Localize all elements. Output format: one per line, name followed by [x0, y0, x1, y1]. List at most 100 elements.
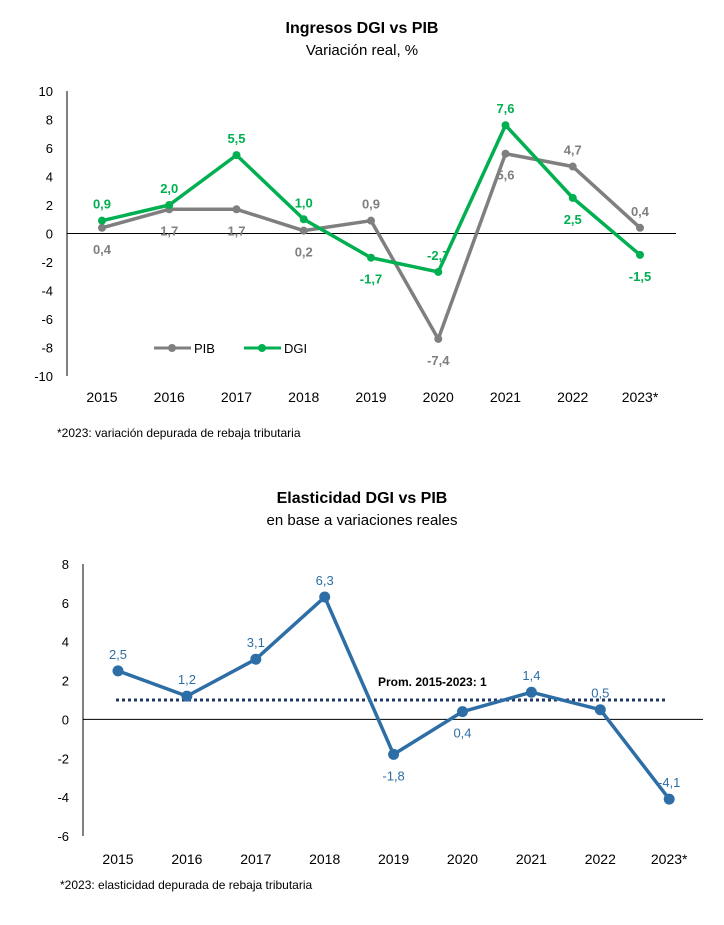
- data-point: [98, 223, 106, 232]
- average-label: Prom. 2015-2023: 1: [378, 675, 487, 689]
- x-tick-label: 2015: [102, 851, 133, 867]
- y-tick-label: -2: [41, 255, 53, 270]
- y-tick-label: -6: [41, 312, 53, 327]
- x-tick-label: 2020: [447, 851, 478, 867]
- data-point: [299, 226, 308, 235]
- y-tick-label: -6: [57, 829, 69, 844]
- data-point: [181, 690, 193, 702]
- chart2-title: Elasticidad DGI vs PIB: [277, 490, 448, 507]
- data-label: 0,9: [93, 197, 111, 212]
- y-tick-label: -8: [41, 341, 53, 356]
- data-point: [367, 253, 375, 262]
- legend-dgi-label: DGI: [284, 341, 307, 356]
- data-point: [319, 591, 331, 603]
- data-label: 2,0: [160, 181, 178, 196]
- data-label: 1,7: [227, 223, 245, 238]
- data-label: 0,9: [362, 197, 380, 212]
- data-point: [568, 193, 577, 202]
- data-point: [568, 162, 577, 171]
- data-label: 0,5: [591, 686, 609, 701]
- data-label: 0,4: [453, 726, 471, 741]
- chart1-plot: 10 8 6 4 2 0 -2 -4 -6 -8 -10 2015 2016 2017 2018 2019 20…: [34, 84, 676, 405]
- data-label: 2,5: [564, 212, 582, 227]
- x-tick-label: 2016: [171, 851, 202, 867]
- y-tick-label: 2: [62, 674, 69, 689]
- data-point: [501, 121, 510, 130]
- data-point: [636, 223, 644, 232]
- x-tick-label: 2017: [240, 851, 271, 867]
- chart1-title: Ingresos DGI vs PIB: [286, 20, 439, 37]
- data-point: [594, 704, 606, 716]
- y-tick-label: 0: [46, 227, 53, 242]
- data-point: [98, 216, 106, 225]
- data-point: [457, 706, 468, 718]
- data-label: 0,2: [295, 245, 313, 260]
- data-label: -1,5: [629, 269, 651, 284]
- data-point: [434, 334, 443, 343]
- chart2-plot: 8 6 4 2 0 -2 -4 -6 2015 2016 2017 2018 2019 2020 2021 2…: [57, 557, 703, 867]
- y-tick-label: 10: [39, 84, 53, 99]
- chart2-note: *2023: elasticidad depurada de rebaja tr…: [60, 878, 313, 892]
- x-tick-label: 2022: [557, 389, 588, 405]
- x-tick-label: 2023*: [622, 389, 659, 405]
- x-tick-label: 2019: [378, 851, 409, 867]
- x-tick-label: 2020: [423, 389, 454, 405]
- x-tick-label: 2017: [221, 389, 252, 405]
- legend-dgi-marker: [258, 344, 266, 352]
- legend-pib-marker: [168, 344, 176, 352]
- y-tick-label: 2: [46, 198, 53, 213]
- data-label: 0,4: [93, 242, 112, 257]
- x-tick-label: 2021: [490, 389, 521, 405]
- data-label: 1,4: [522, 668, 540, 683]
- data-label: 7,6: [496, 101, 514, 116]
- data-point: [636, 250, 644, 259]
- data-label: 3,1: [247, 635, 265, 650]
- y-tick-label: 8: [46, 113, 53, 128]
- data-point: [165, 201, 174, 209]
- data-point: [525, 686, 537, 698]
- x-tick-label: 2019: [355, 389, 386, 405]
- y-tick-label: 4: [46, 170, 53, 185]
- x-tick-label: 2016: [154, 389, 185, 405]
- data-label: 0,4: [631, 204, 650, 219]
- y-tick-label: 0: [62, 712, 69, 727]
- y-tick-label: 6: [46, 141, 53, 156]
- data-label: 1,2: [178, 672, 196, 687]
- data-label: 1,0: [295, 195, 313, 210]
- data-label: 5,6: [496, 168, 514, 183]
- data-label: 1,7: [160, 223, 178, 238]
- data-label: 5,5: [227, 131, 245, 146]
- data-label: 4,7: [564, 143, 582, 158]
- data-point: [388, 748, 400, 760]
- data-point: [434, 267, 443, 276]
- y-tick-label: 4: [62, 635, 69, 650]
- x-tick-label: 2018: [309, 851, 340, 867]
- data-point: [112, 665, 124, 677]
- x-tick-label: 2022: [585, 851, 616, 867]
- data-point: [299, 215, 308, 224]
- data-point: [367, 216, 375, 225]
- chart1-subtitle: Variación real, %: [306, 42, 418, 59]
- data-label: 6,3: [316, 573, 334, 588]
- y-tick-label: -2: [57, 751, 69, 766]
- chart1-legend: PIB DGI: [154, 341, 307, 356]
- y-tick-label: 8: [62, 557, 69, 572]
- x-tick-label: 2021: [516, 851, 547, 867]
- x-tick-label: 2023*: [651, 851, 688, 867]
- data-label: -2,7: [427, 248, 449, 263]
- data-label: -7,4: [427, 353, 450, 368]
- data-label: -4,1: [658, 775, 680, 790]
- y-tick-label: -10: [34, 369, 53, 384]
- x-tick-label: 2015: [86, 389, 117, 405]
- data-point: [250, 653, 262, 665]
- data-label: -1,8: [382, 768, 404, 783]
- data-label: 2,5: [109, 647, 127, 662]
- y-tick-label: 6: [62, 596, 69, 611]
- chart1-note: *2023: variación depurada de rebaja trib…: [57, 426, 301, 440]
- chart2-subtitle: en base a variaciones reales: [267, 512, 458, 529]
- x-tick-label: 2018: [288, 389, 319, 405]
- legend-pib-label: PIB: [194, 341, 215, 356]
- data-point: [501, 149, 510, 158]
- y-tick-label: -4: [57, 790, 69, 805]
